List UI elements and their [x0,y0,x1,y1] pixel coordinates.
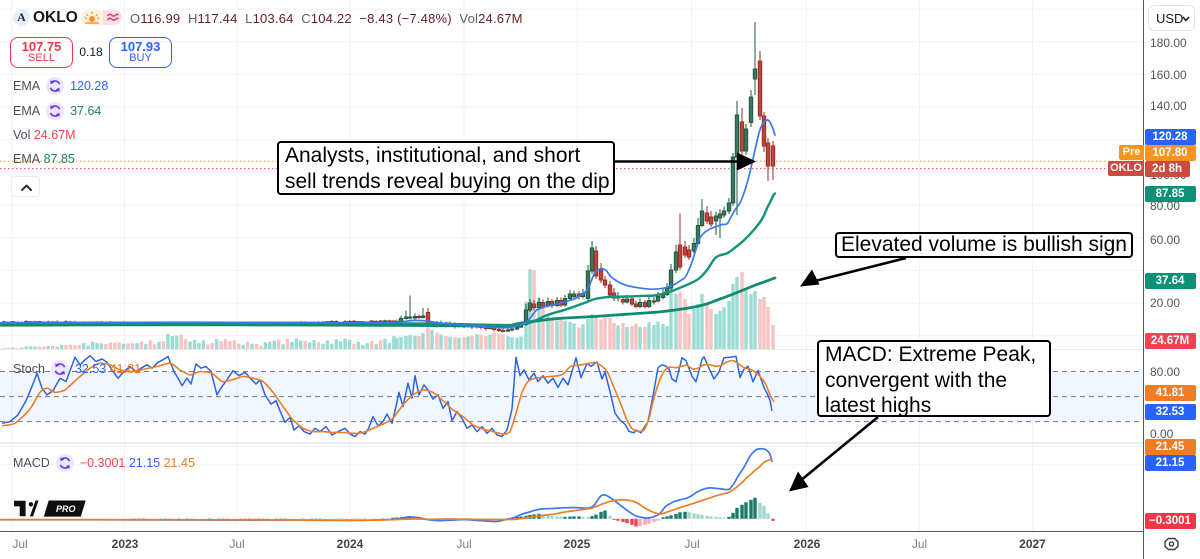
svg-text:PRO: PRO [56,504,76,514]
